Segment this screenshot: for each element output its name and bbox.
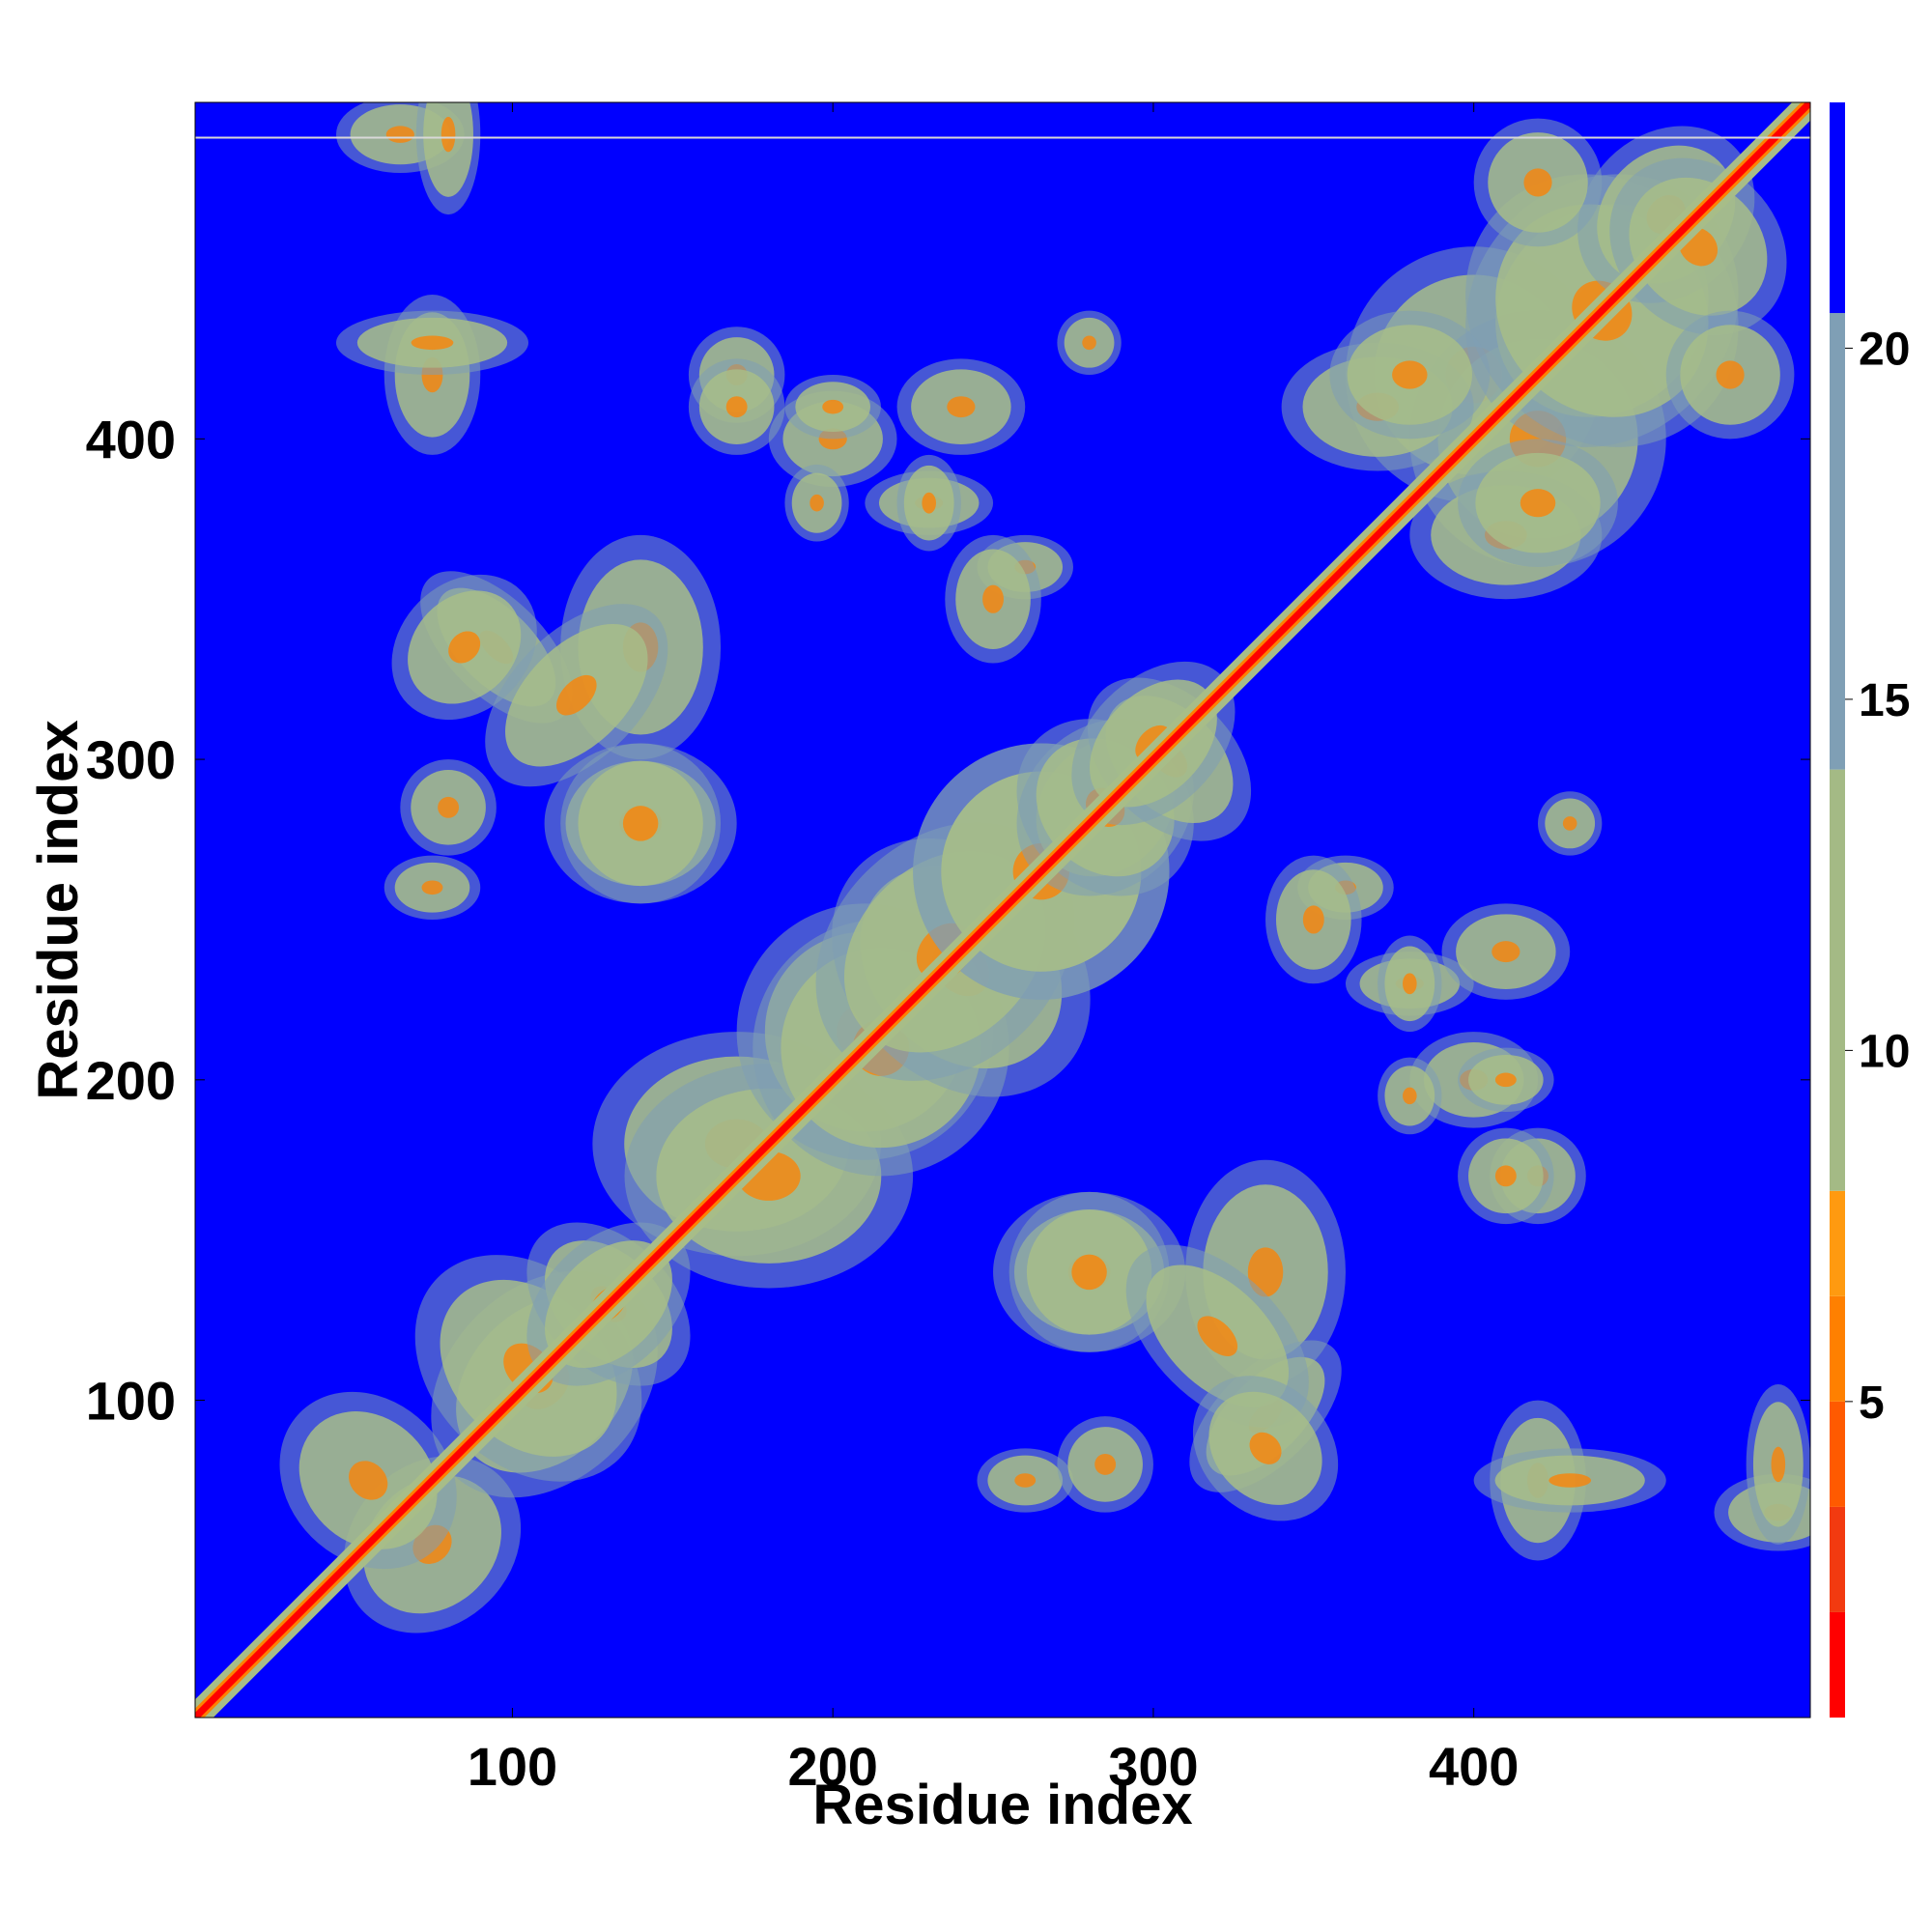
contact-blob-29 — [945, 534, 1041, 664]
contact-blob-32-mirror-core — [1494, 1165, 1517, 1187]
contact-blob-37-mirror-core — [438, 796, 460, 818]
colorbar-level-7 — [1830, 102, 1845, 314]
contact-blob-23 — [1473, 1448, 1666, 1513]
contact-blob-35-mirror-core — [1403, 973, 1417, 995]
plot-frame — [194, 101, 1811, 1719]
contact-blob-29-mirror-core — [1302, 905, 1324, 934]
diagonal-band-core — [195, 102, 1810, 1718]
contact-blob-35-mirror — [1378, 935, 1442, 1033]
contact-blob-31-mirror — [1458, 1047, 1554, 1113]
contact-blob-34-mirror — [1378, 1057, 1442, 1135]
contact-blob-36 — [977, 1448, 1073, 1513]
contact-blob-22-mirror-core — [1523, 168, 1552, 197]
contact-blob-13 — [485, 604, 668, 787]
colorbar — [1830, 102, 1845, 1718]
contact-blob-34-mirror-core — [1403, 1087, 1417, 1105]
contact-blob-29-core — [982, 584, 1004, 613]
contact-blob-33 — [1057, 310, 1122, 375]
contact-blob-30 — [896, 358, 1026, 455]
contact-blob-30-core — [947, 396, 976, 418]
colorbar-ticks: 5 10 15 20 — [1845, 324, 1910, 1429]
contact-blob-21-mirror — [1329, 310, 1491, 440]
contact-blob-14-mirror-core — [1249, 1432, 1282, 1464]
colorbar-tick-label-1: 10 — [1859, 1026, 1910, 1077]
contact-blob-12-mirror — [1009, 1191, 1170, 1352]
contact-blob-23-mirror — [335, 310, 529, 375]
contact-blob-31 — [784, 374, 881, 440]
contact-blob-21-core — [1520, 489, 1556, 518]
colorbar-level-2 — [1830, 1401, 1845, 1507]
colorbar-tick-label-2: 15 — [1859, 675, 1910, 726]
contact-blob-28-mirror — [415, 102, 481, 215]
diagonal-band — [195, 102, 1810, 1718]
contact-blob-19-mirror — [1609, 157, 1787, 335]
contact-blob-37 — [1057, 1416, 1153, 1513]
colorbar-level-6 — [1830, 313, 1845, 770]
contact-blob-30-mirror — [1441, 903, 1571, 1000]
contact-blob-28-mirror-core — [440, 116, 456, 153]
contact-blob-35 — [896, 454, 961, 552]
colorbar-level-3 — [1830, 1295, 1845, 1402]
y-tick-label-1: 200 — [86, 1050, 176, 1111]
contact-blob-22 — [1665, 310, 1795, 440]
x-tick-label-2: 300 — [1108, 1736, 1198, 1797]
y-axis-title: Residue index — [27, 720, 90, 1099]
contact-blob-14-core — [448, 631, 481, 664]
contact-blob-0-mirror-core — [348, 1461, 388, 1500]
contact-blob-33-mirror-core — [1562, 816, 1577, 831]
contact-blob-23-core — [1548, 1473, 1592, 1488]
contact-blob-28-core — [1771, 1446, 1786, 1483]
x-tick-label-3: 400 — [1429, 1736, 1519, 1797]
contact-blob-13-mirror-core — [1197, 1316, 1238, 1357]
contact-blob-23-mirror-core — [411, 335, 454, 351]
contact-blob-33-mirror — [1538, 791, 1603, 856]
contact-blob-36-mirror — [384, 855, 481, 920]
contact-blob-34 — [784, 464, 849, 542]
contact-blob-13-core — [555, 674, 597, 716]
contact-blob-35-core — [922, 492, 936, 514]
contact-blob-34-core — [810, 494, 824, 512]
contact-blob-9-core — [1247, 1247, 1284, 1297]
contact-blob-32 — [688, 358, 785, 455]
contact-blob-37-core — [1094, 1453, 1117, 1475]
x-tick-label-0: 100 — [468, 1736, 557, 1797]
colorbar-level-5 — [1830, 769, 1845, 1191]
contact-blob-36-core — [1014, 1473, 1037, 1488]
contact-blob-12-mirror-core — [1071, 1254, 1107, 1291]
contact-blob-33-core — [1082, 335, 1096, 351]
colorbar-level-4 — [1830, 1190, 1845, 1296]
x-axis-ticks: 100 200 300 400 — [468, 102, 1519, 1797]
y-tick-label-0: 100 — [86, 1371, 176, 1432]
contact-blob-31-core — [822, 399, 844, 414]
x-axis-title: Residue index — [812, 1774, 1192, 1836]
colorbar-level-0 — [1830, 1611, 1845, 1718]
colorbar-tick-label-0: 5 — [1859, 1378, 1885, 1429]
contact-blob-21-mirror-core — [1392, 360, 1428, 389]
contact-blob-36-mirror-core — [421, 880, 443, 895]
contact-blob-22-core — [1716, 360, 1745, 389]
colorbar-level-1 — [1830, 1506, 1845, 1612]
colorbar-tick-label-3: 20 — [1859, 324, 1910, 375]
contact-blob-12-core — [622, 806, 659, 841]
contact-blob-14-mirror — [1192, 1376, 1339, 1521]
y-tick-label-3: 400 — [86, 409, 176, 469]
contact-blob-37-mirror — [400, 759, 497, 856]
contact-blob-31-mirror-core — [1494, 1072, 1517, 1088]
contact-blob-14 — [391, 574, 537, 721]
contact-blob-32-mirror — [1458, 1127, 1554, 1225]
contact-blob-21 — [1458, 439, 1618, 568]
x-tick-label-1: 200 — [787, 1736, 877, 1797]
contact-blob-16-core — [385, 126, 414, 143]
contact-blob-28 — [1746, 1384, 1810, 1545]
y-axis-ticks: 100 200 300 400 — [86, 409, 1810, 1432]
contact-blob-29-mirror — [1265, 855, 1362, 984]
contact-blob-12 — [560, 743, 722, 904]
contact-blob-30-mirror-core — [1492, 941, 1520, 963]
contact-blob-22-mirror — [1473, 118, 1603, 247]
y-tick-label-2: 300 — [86, 729, 176, 790]
contact-blob-32-core — [725, 396, 748, 418]
